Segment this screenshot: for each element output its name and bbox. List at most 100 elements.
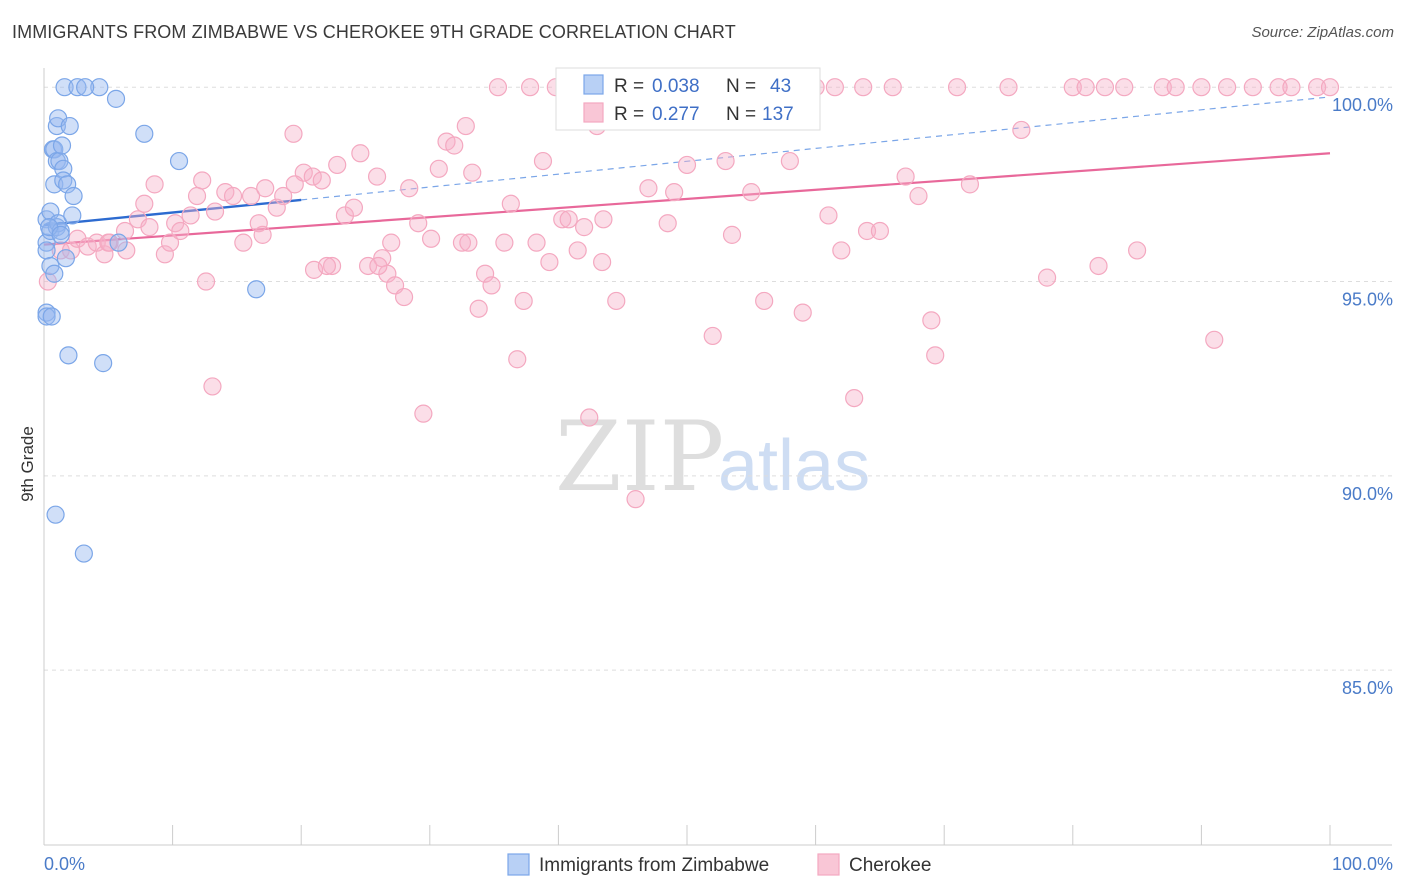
cherokee-point (722, 225, 742, 244)
cherokee-point (677, 155, 697, 175)
cherokee-point (845, 388, 864, 408)
cherokee-point (78, 237, 97, 256)
cherokee-point (274, 186, 293, 206)
cherokee-point (181, 206, 200, 225)
legend-r-label-2: R = (614, 104, 644, 125)
zimbabwe-point (63, 206, 82, 225)
cherokee-point (469, 299, 488, 318)
zimbabwe-point (42, 307, 61, 326)
cherokee-point (312, 171, 331, 190)
zimbabwe-point (56, 249, 75, 268)
axes: 100.0% 95.0% 90.0% 85.0% (43, 68, 1393, 846)
cherokee-point (160, 233, 180, 252)
y-tick-label: 85.0% (1342, 678, 1393, 698)
cherokee-point (482, 276, 501, 295)
cherokee-point (99, 233, 118, 252)
cherokee-point (607, 291, 626, 311)
series-legend-swatch-cherokee (817, 853, 840, 876)
cherokee-point (1115, 78, 1134, 97)
cherokee-point (1063, 78, 1082, 97)
legend-n-label-1: N = (726, 76, 756, 97)
cherokee-point (568, 241, 587, 260)
cherokee-point (1282, 78, 1301, 97)
cherokee-point (1205, 330, 1224, 349)
series-legend: Immigrants from Zimbabwe Cherokee (507, 853, 931, 876)
legend-r-value-2: 0.277 (652, 104, 700, 125)
cherokee-point (223, 186, 243, 206)
zimbabwe-point (51, 221, 70, 241)
cherokee-point (540, 252, 559, 272)
cherokee-point (575, 218, 594, 237)
cherokee-point (205, 202, 225, 221)
cherokee-point (1127, 241, 1147, 260)
cherokee-point (909, 186, 928, 206)
zimbabwe-point (169, 151, 189, 171)
zimbabwe-point (51, 225, 70, 244)
zimbabwe-point (74, 544, 93, 563)
y-tick-label: 95.0% (1342, 290, 1393, 310)
cherokee-point (1153, 78, 1172, 97)
cherokee-point (1218, 78, 1237, 97)
cherokee-point (284, 124, 303, 143)
cherokee-point (514, 291, 533, 311)
cherokee-point (475, 264, 495, 283)
cherokee-point (947, 78, 967, 97)
cherokee-point (1095, 78, 1115, 97)
cherokee-point (1269, 78, 1288, 97)
cherokee-point (456, 116, 475, 136)
legend-swatch-cherokee (583, 102, 604, 123)
legend-n-value-2: 137 (762, 104, 794, 125)
cherokee-point (145, 175, 164, 194)
cherokee-point (1089, 256, 1108, 276)
series-legend-swatch-zimbabwe (507, 853, 530, 876)
legend-swatch-zimbabwe (583, 74, 604, 95)
cherokee-point (203, 377, 222, 396)
cherokee-point (400, 179, 419, 198)
series-legend-label-zimbabwe: Immigrants from Zimbabwe (539, 855, 769, 876)
cherokee-point (322, 256, 342, 276)
zimbabwe-point (47, 116, 66, 136)
cherokee-point (742, 183, 761, 202)
cherokee-point (317, 256, 337, 276)
cherokee-point (533, 151, 553, 171)
cherokee-point (369, 256, 388, 276)
cherokee-point (819, 206, 838, 225)
cherokee-point (626, 490, 645, 509)
cherokee-point (249, 214, 268, 233)
zimbabwe-point (55, 78, 74, 97)
cherokee-point (508, 350, 527, 369)
zimbabwe-point (68, 78, 87, 97)
cherokee-point (234, 233, 253, 252)
x-tick-label-min: 0.0% (44, 854, 85, 874)
source-credit: Source: ZipAtlas.com (1251, 24, 1394, 41)
cherokee-point (171, 221, 190, 241)
zimbabwe-trend-extension (301, 96, 1331, 201)
cherokee-point (140, 218, 159, 237)
cherokee-point (593, 252, 612, 272)
cherokee-point (926, 346, 945, 365)
cherokee-point (303, 167, 322, 186)
cherokee-point (267, 198, 286, 217)
cherokee-point (793, 303, 812, 322)
cherokee-point (825, 78, 844, 97)
cherokee-point (253, 225, 272, 244)
cherokee-point (1037, 268, 1057, 287)
cherokee-trend-line (43, 152, 1331, 246)
legend-n-value-1: 43 (770, 76, 791, 97)
chart-title: IMMIGRANTS FROM ZIMBABWE VS CHEROKEE 9TH… (12, 22, 736, 42)
cherokee-point (495, 233, 514, 252)
y-tick-label: 100.0% (1332, 95, 1393, 115)
correlation-legend: R = 0.038 N = 43 R = 0.277 N = 137 (555, 67, 821, 131)
zimbabwe-point (46, 505, 65, 524)
cherokee-point (115, 221, 135, 241)
zimbabwe-point (106, 89, 126, 108)
cherokee-point (285, 175, 304, 194)
cherokee-point (367, 167, 387, 186)
legend-r-value-1: 0.038 (652, 76, 700, 97)
cherokee-point (382, 233, 401, 252)
zimbabwe-point (45, 175, 64, 194)
watermark-zip: ZIP (555, 401, 724, 513)
cherokee-point (328, 155, 347, 175)
cherokee-point (999, 78, 1018, 97)
